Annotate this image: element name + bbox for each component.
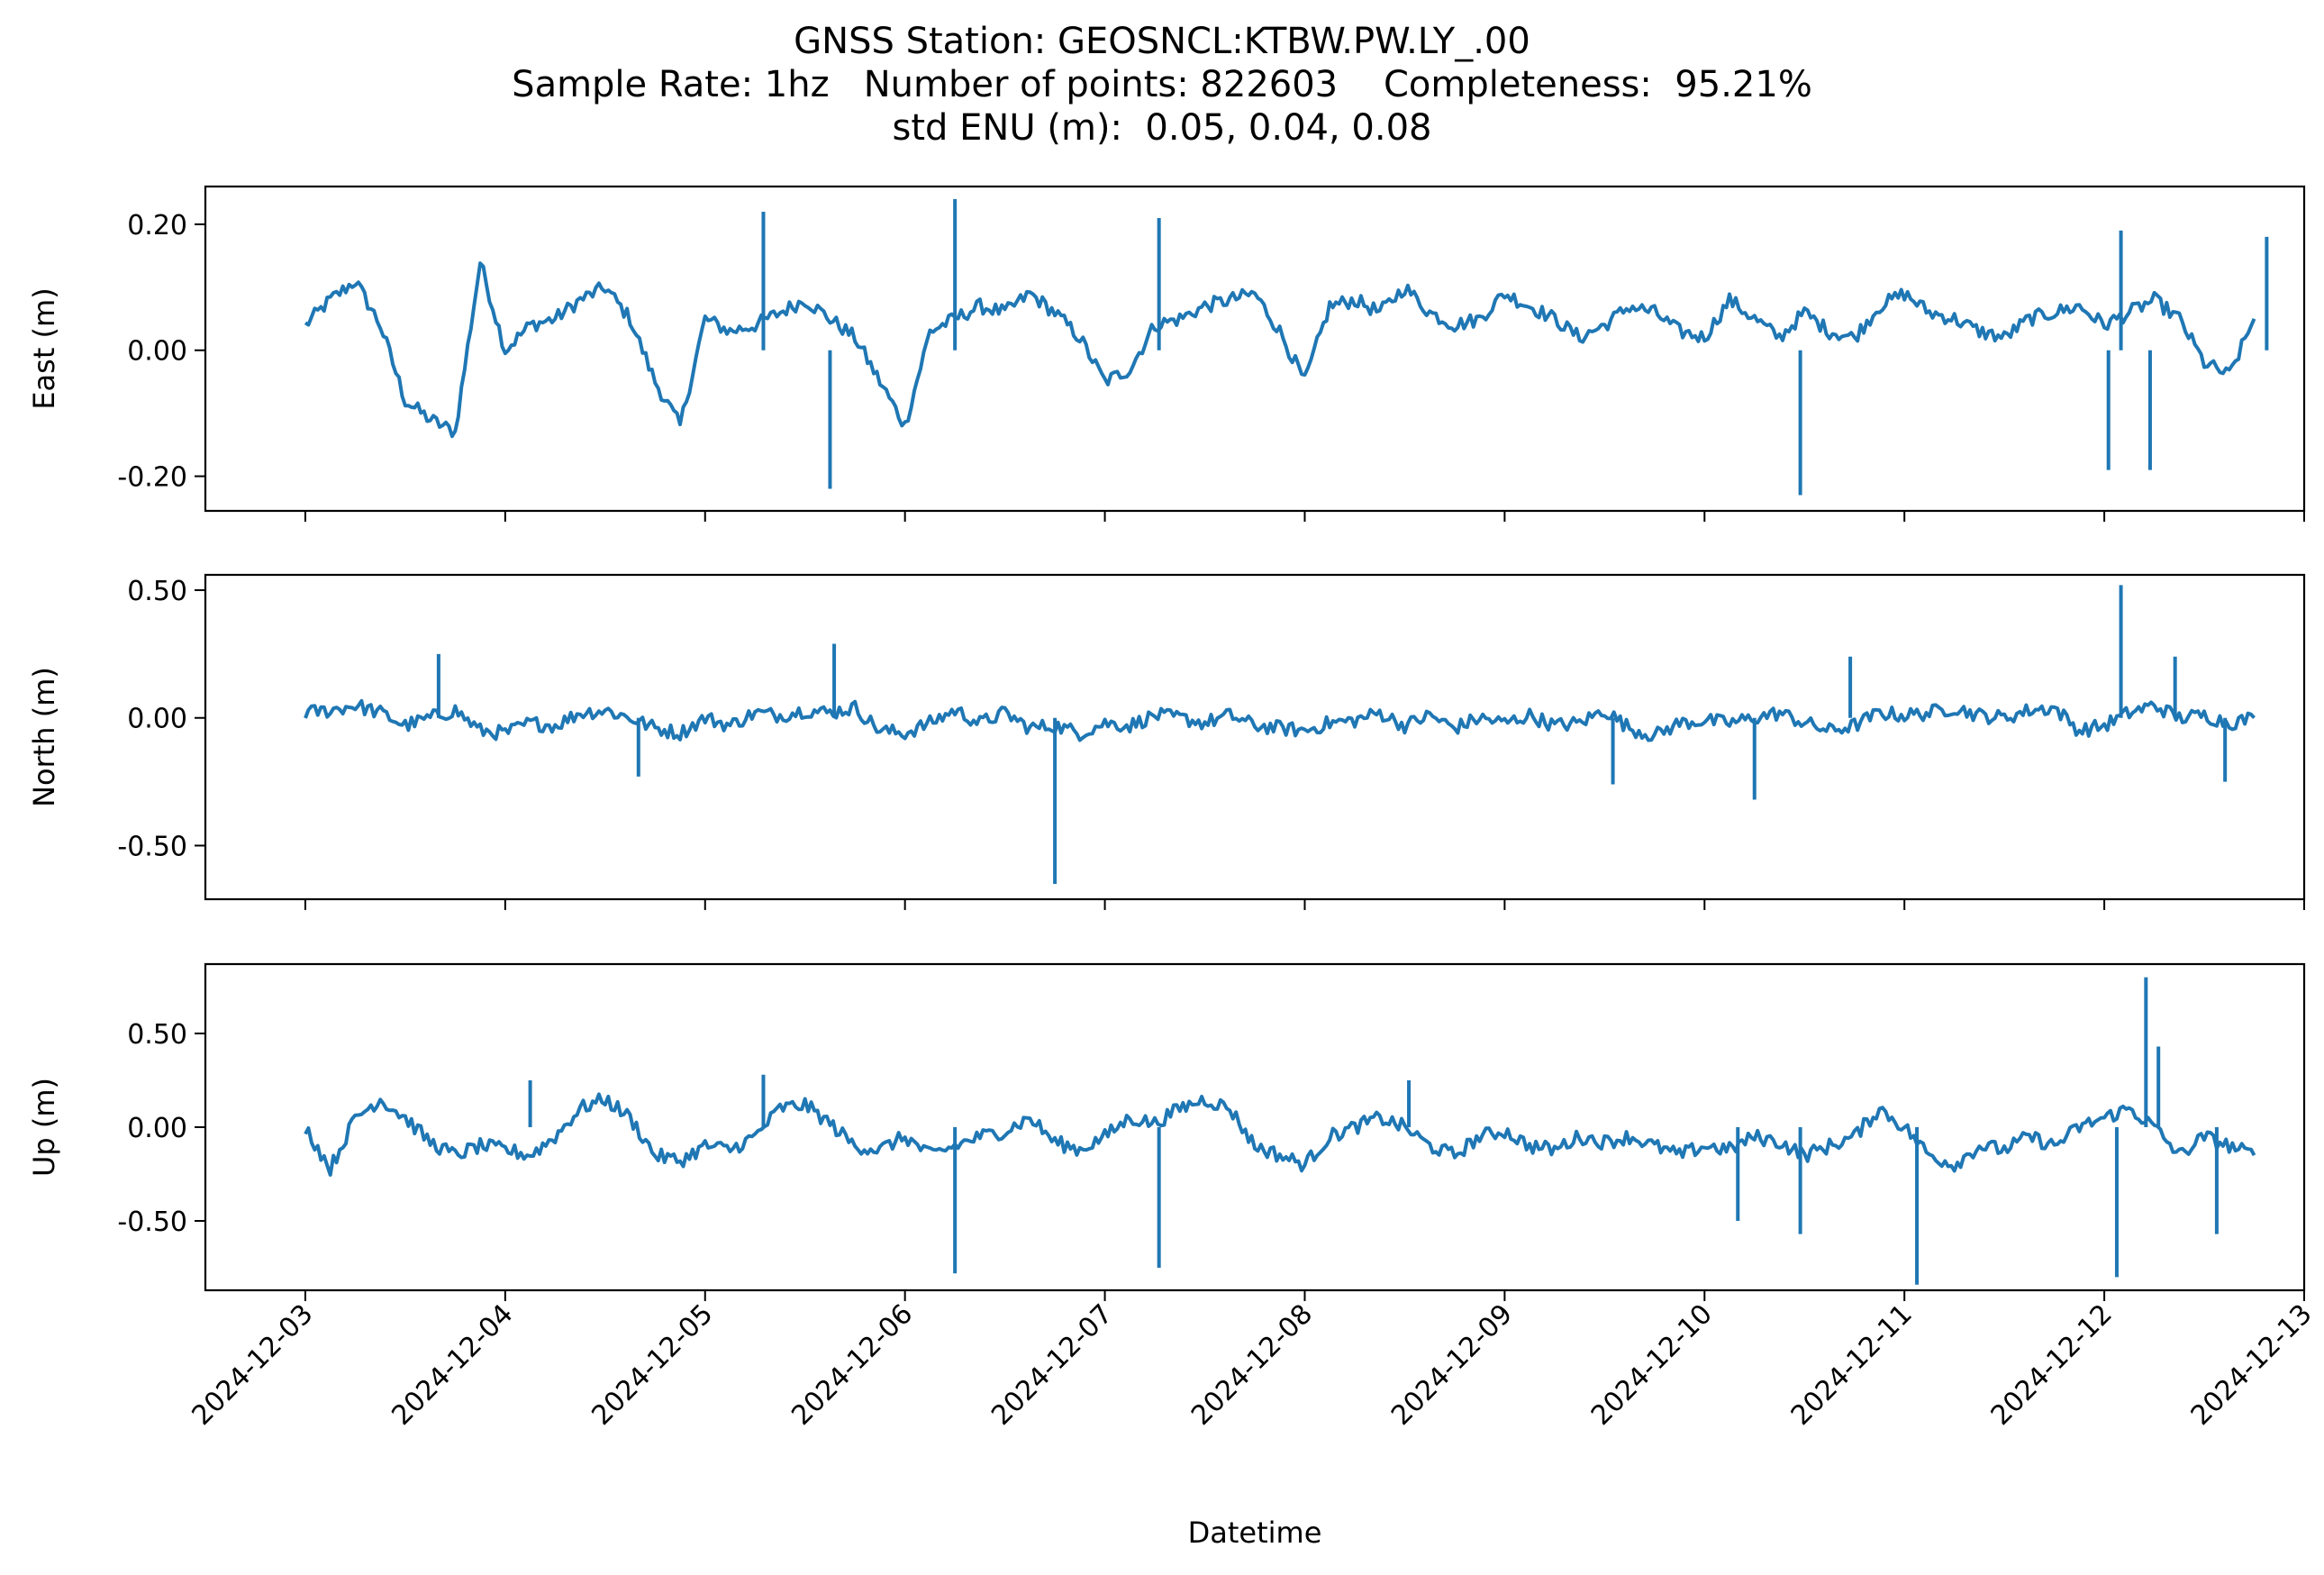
x-tick-label: 2024-12-03 xyxy=(186,1298,320,1432)
series-line xyxy=(304,698,2256,742)
axes-frame xyxy=(204,962,2306,1292)
x-tick-label: 2024-12-10 xyxy=(1585,1298,1719,1432)
x-tick-label: 2024-12-13 xyxy=(2185,1298,2319,1432)
x-tick-label: 2024-12-08 xyxy=(1185,1298,1319,1432)
chart-title-line-1: GNSS Station: GEOSNCL:KTBW.PW.LY_.00 xyxy=(794,21,1530,62)
y-tick-label: 0.20 xyxy=(127,210,187,241)
y-tick-label: 0.00 xyxy=(127,336,187,368)
chart-title-line-2: Sample Rate: 1hz Number of points: 82260… xyxy=(512,64,1812,105)
series-line xyxy=(304,261,2256,439)
x-tick-label: 2024-12-07 xyxy=(985,1298,1119,1432)
y-tick-label: -0.50 xyxy=(117,1206,187,1238)
series-line xyxy=(304,1092,2256,1177)
panel-up: 0.50 0.00 -0.50 Up (m) 2024-12-03 2024-12-04 2… xyxy=(27,962,2319,1550)
y-axis-label: North (m) xyxy=(27,667,61,807)
axes-frame xyxy=(204,185,2306,513)
x-axis-label: Datetime xyxy=(1188,1516,1322,1550)
x-tick-label: 2024-12-06 xyxy=(785,1298,919,1432)
y-tick-label: 0.50 xyxy=(127,1019,187,1051)
y-tick-label: 0.50 xyxy=(127,576,187,607)
axes-frame xyxy=(204,573,2306,901)
x-tick-label: 2024-12-05 xyxy=(586,1298,719,1432)
panel-north: 0.50 0.00 -0.50 North (m) xyxy=(27,573,2306,910)
y-axis-label: East (m) xyxy=(27,287,61,409)
y-tick-label: 0.00 xyxy=(127,704,187,735)
x-tick-label: 2024-12-04 xyxy=(386,1298,519,1432)
chart-title-line-3: std ENU (m): 0.05, 0.04, 0.08 xyxy=(892,107,1432,149)
x-tick-label: 2024-12-09 xyxy=(1385,1298,1519,1432)
panel-east: 0.20 0.00 -0.20 East (m) xyxy=(27,185,2306,522)
y-tick-label: 0.00 xyxy=(127,1113,187,1144)
x-tick-label: 2024-12-12 xyxy=(1985,1298,2119,1432)
x-tick-label: 2024-12-11 xyxy=(1785,1298,1919,1432)
y-axis-label: Up (m) xyxy=(27,1078,61,1177)
y-tick-label: -0.50 xyxy=(117,831,187,862)
y-tick-label: -0.20 xyxy=(117,462,187,494)
